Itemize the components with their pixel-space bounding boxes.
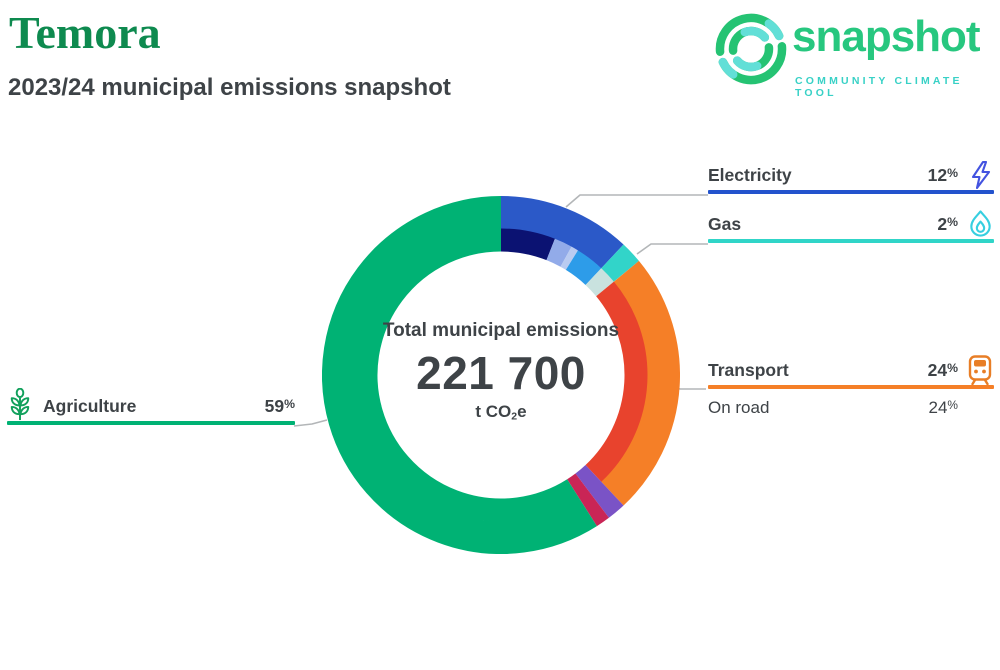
page-subtitle: 2023/24 municipal emissions snapshot [8,74,451,101]
donut-chart [322,196,680,554]
donut-segment [585,281,648,482]
snapshot-logo-icon [715,13,787,85]
donut-segment [354,228,580,522]
donut-segment [600,260,680,506]
donut-segment [579,491,609,527]
callout-underline [708,190,994,194]
train-icon [964,355,994,385]
callout-transport: Transport 24% On road 24% [708,355,994,418]
donut-segment [567,473,590,499]
callout-percent: 59% [264,396,295,416]
total-emissions-value: 221 700 [416,347,586,399]
donut-segment [575,464,602,492]
total-emissions-unit: t CO2e [475,402,527,423]
donut-segment [560,246,578,270]
callout-gas: Gas 2% [708,209,994,243]
callout-percent: 12% [927,165,958,185]
callout-title: Gas [708,214,742,234]
callout-underline [708,239,994,243]
donut-segment [322,196,597,554]
callout-underline [708,385,994,389]
callout-title: Electricity [708,165,792,185]
callout-underline [7,421,295,425]
page-title: Temora [9,7,161,58]
total-emissions-label: Total municipal emissions [382,320,620,341]
donut-segment [600,244,639,283]
callout-percent: 24% [927,360,958,380]
callout-percent: 2% [937,214,958,234]
donut-segment [500,228,555,261]
donut-segment [565,250,602,286]
callout-electricity: Electricity 12% [708,160,994,194]
wheat-icon [7,388,35,421]
donut-segment [500,196,624,269]
donut-segment [546,238,572,267]
donut-center-text: Total municipal emissions 221 700 t CO2e [371,320,631,423]
donut-segment [585,268,614,297]
logo-wordmark: snapshot [792,12,981,61]
callout-agriculture: Agriculture 59% [7,388,295,425]
callout-subrow-on-road: On road 24% [708,398,958,417]
flame-icon [964,209,994,239]
logo-tagline: COMMUNITY CLIMATE TOOL [795,75,963,99]
lightning-bolt-icon [964,160,994,190]
callout-title: Agriculture [43,396,137,416]
donut-segment [588,481,624,518]
callout-title: Transport [708,360,789,380]
